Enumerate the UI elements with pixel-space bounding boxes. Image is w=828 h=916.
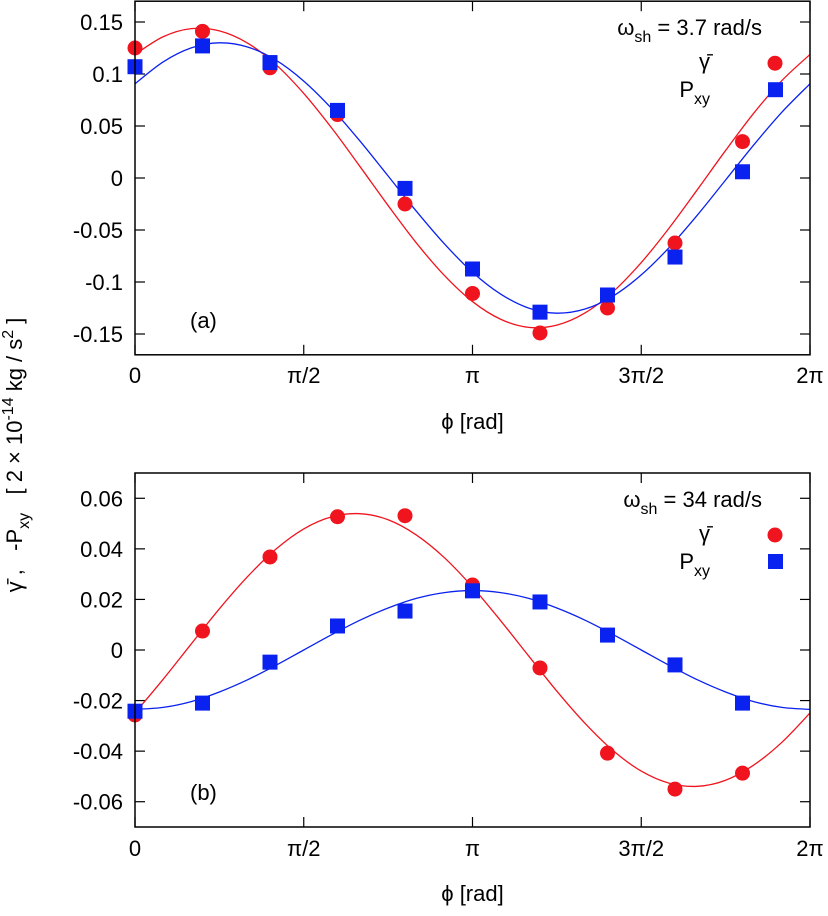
data-point xyxy=(735,695,751,711)
legend-label: Pxy xyxy=(679,549,710,580)
annotation-part: ω xyxy=(617,15,634,40)
legend-label: Pxy xyxy=(679,77,710,108)
y-tick-label: -0.05 xyxy=(73,218,123,243)
x-tick-label: 2π xyxy=(796,363,823,388)
y-axis-label-part: kg / s xyxy=(2,339,27,398)
data-point xyxy=(465,583,480,599)
y-axis-label-part: ] xyxy=(2,318,27,330)
legend-label-part: P xyxy=(679,549,694,574)
data-point xyxy=(667,235,683,251)
y-axis-label-part: xy xyxy=(16,513,33,529)
data-point xyxy=(532,594,548,610)
data-point xyxy=(397,603,413,619)
plot-frame xyxy=(134,0,811,356)
annotation-part: ω xyxy=(623,487,640,512)
y-tick-label: -0.04 xyxy=(73,739,123,764)
y-tick-label: 0.06 xyxy=(80,486,123,511)
legend-label: γ̄ xyxy=(699,49,713,74)
data-point xyxy=(735,134,751,150)
y-tick-label: 0.05 xyxy=(80,114,123,139)
data-point xyxy=(465,261,480,277)
data-point xyxy=(397,180,413,196)
legend-label-part: xy xyxy=(694,563,710,580)
fit-curve xyxy=(134,512,811,788)
legend-marker xyxy=(768,554,783,569)
y-axis-label-part: [ 2 × 10 xyxy=(2,421,27,513)
y-tick-label: -0.15 xyxy=(73,322,123,347)
y-tick-label: 0.1 xyxy=(92,62,123,87)
data-point xyxy=(599,627,615,643)
x-tick-label: π/2 xyxy=(287,836,321,861)
data-point xyxy=(194,623,210,639)
panel-label: (a) xyxy=(190,308,217,333)
x-tick-label: 0 xyxy=(129,836,141,861)
x-axis-label: ϕ [rad] xyxy=(441,881,503,906)
x-tick-label: 0 xyxy=(129,363,141,388)
annotation: ωsh = 3.7 rad/s xyxy=(617,15,762,46)
plot-frame xyxy=(134,472,811,828)
y-tick-label: 0.04 xyxy=(80,537,123,562)
data-point xyxy=(667,781,683,797)
legend-label-part: γ̄ xyxy=(699,521,713,546)
data-point xyxy=(599,300,615,316)
y-tick-label: -0.1 xyxy=(85,270,123,295)
annotation: ωsh = 34 rad/s xyxy=(623,487,762,518)
data-point xyxy=(735,164,751,180)
y-tick-label: 0 xyxy=(111,166,123,191)
legend-label-part: γ̄ xyxy=(699,49,713,74)
x-tick-label: 3π/2 xyxy=(618,363,664,388)
data-point xyxy=(262,55,278,71)
x-tick-label: π/2 xyxy=(287,363,321,388)
legend-label-part: P xyxy=(679,77,694,102)
y-axis-label-part: γ̄ , -P xyxy=(2,529,27,593)
data-point xyxy=(262,549,278,565)
data-point xyxy=(194,23,210,39)
legend-label: γ̄ xyxy=(699,521,713,546)
legend-marker xyxy=(768,82,783,98)
y-tick-label: 0 xyxy=(111,638,123,663)
x-tick-label: 2π xyxy=(796,836,823,861)
data-point xyxy=(667,657,683,673)
x-axis-label: ϕ [rad] xyxy=(441,409,503,434)
y-axis-label-part: 2 xyxy=(0,330,17,339)
annotation-part: sh xyxy=(634,29,651,46)
data-point xyxy=(532,325,548,341)
data-point xyxy=(330,618,346,634)
annotation-part: sh xyxy=(641,501,658,518)
data-point xyxy=(532,660,548,676)
fit-curve xyxy=(134,589,811,711)
y-tick-label: 0.15 xyxy=(80,10,123,35)
x-tick-label: π xyxy=(465,836,480,861)
y-tick-label: -0.06 xyxy=(73,790,123,815)
data-point xyxy=(599,745,615,761)
y-tick-label: 0.02 xyxy=(80,587,123,612)
legend-marker xyxy=(767,55,783,71)
data-point xyxy=(397,508,413,524)
data-point xyxy=(330,102,346,118)
x-tick-label: 3π/2 xyxy=(618,836,664,861)
data-point xyxy=(599,287,615,303)
y-axis-label: γ̄ , -Pxy [ 2 × 10-14 kg / s2 ] xyxy=(0,318,33,593)
data-point xyxy=(735,765,751,781)
data-point xyxy=(667,249,683,265)
data-point xyxy=(532,304,548,320)
fit-curve xyxy=(134,27,811,329)
y-axis-label-part: -14 xyxy=(0,397,17,420)
data-point xyxy=(330,509,346,525)
y-tick-label: -0.02 xyxy=(73,689,123,714)
data-point xyxy=(465,285,480,301)
annotation-part: = 3.7 rad/s xyxy=(651,15,762,40)
data-point xyxy=(262,654,278,670)
panel-label: (b) xyxy=(190,780,217,805)
data-point xyxy=(194,38,210,54)
annotation-part: = 34 rad/s xyxy=(657,487,762,512)
data-point xyxy=(397,196,413,212)
data-point xyxy=(194,695,210,711)
legend-label-part: xy xyxy=(694,91,710,108)
x-tick-label: π xyxy=(465,363,480,388)
legend-marker xyxy=(767,527,783,543)
